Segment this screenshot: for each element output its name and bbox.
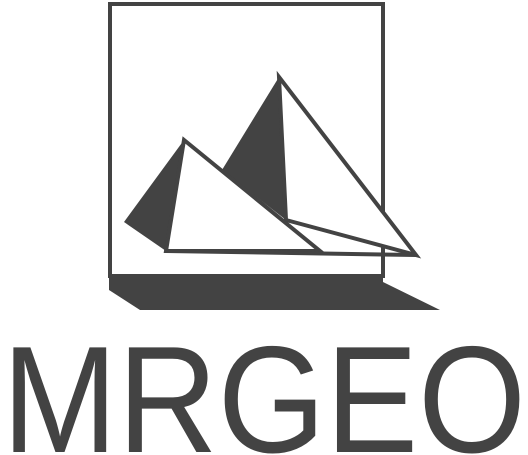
big-pyramid-face bbox=[276, 70, 422, 259]
frame-shadow bbox=[109, 277, 440, 310]
base-line bbox=[165, 249, 417, 257]
big-pyramid-shade bbox=[222, 77, 286, 220]
logo-mark bbox=[108, 2, 440, 310]
logo-text: MRGEO bbox=[2, 315, 526, 455]
